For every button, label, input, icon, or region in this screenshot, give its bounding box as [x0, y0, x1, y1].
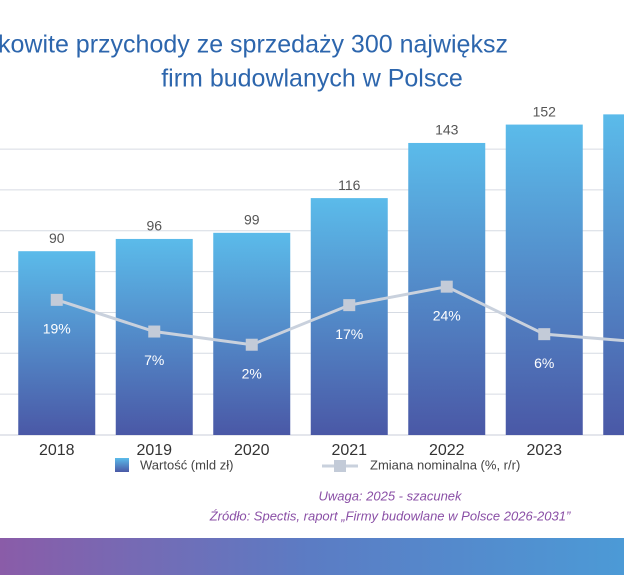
marker [245, 338, 258, 351]
line-label: 17% [335, 326, 363, 342]
marker [538, 328, 551, 341]
bar [18, 251, 96, 435]
x-tick-label: 2023 [526, 442, 562, 459]
legend-swatch [115, 458, 129, 472]
bar-label: 152 [533, 103, 557, 119]
bar-label: 99 [244, 212, 260, 228]
line-label: 6% [534, 355, 554, 371]
x-tick-label: 2020 [234, 442, 270, 459]
line-label: 2% [242, 365, 262, 381]
bar-label: 96 [146, 218, 162, 234]
x-tick-label: 2019 [136, 442, 172, 459]
marker [343, 299, 356, 312]
x-tick-label: 2021 [331, 442, 367, 459]
marker [50, 293, 63, 306]
line-label: 24% [433, 307, 461, 323]
x-tick-label: 2018 [39, 442, 75, 459]
bar-label: 116 [338, 177, 361, 193]
bar-label: 90 [49, 230, 65, 246]
bar [505, 124, 583, 436]
note: Uwaga: 2025 - szacunek [318, 488, 463, 503]
legend-label: Wartość (mld zł) [140, 457, 233, 472]
marker [148, 325, 161, 338]
legend-swatch [334, 460, 346, 472]
line-label: 7% [144, 352, 164, 368]
chart-title: kowite przychody ze sprzedaży 300 najwię… [0, 31, 508, 59]
line-label: 19% [43, 321, 71, 337]
legend-label: Zmiana nominalna (%, r/r) [370, 457, 520, 472]
bar [603, 114, 624, 435]
chart-title: firm budowlanych w Polsce [161, 65, 463, 93]
footer-band [0, 538, 624, 575]
note: Źródło: Spectis, raport „Firmy budowlane… [209, 508, 571, 523]
bar-label: 143 [435, 122, 459, 138]
x-tick-label: 2022 [429, 442, 465, 459]
marker [440, 280, 453, 293]
